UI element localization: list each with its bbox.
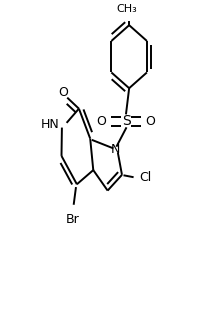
Text: O: O bbox=[96, 115, 106, 128]
Text: N: N bbox=[111, 143, 120, 156]
Text: O: O bbox=[145, 115, 155, 128]
Text: O: O bbox=[58, 86, 68, 100]
Text: S: S bbox=[121, 114, 130, 128]
Text: HN: HN bbox=[41, 118, 59, 131]
Text: Br: Br bbox=[65, 213, 79, 226]
Text: CH₃: CH₃ bbox=[116, 4, 137, 14]
Text: Cl: Cl bbox=[138, 171, 150, 185]
